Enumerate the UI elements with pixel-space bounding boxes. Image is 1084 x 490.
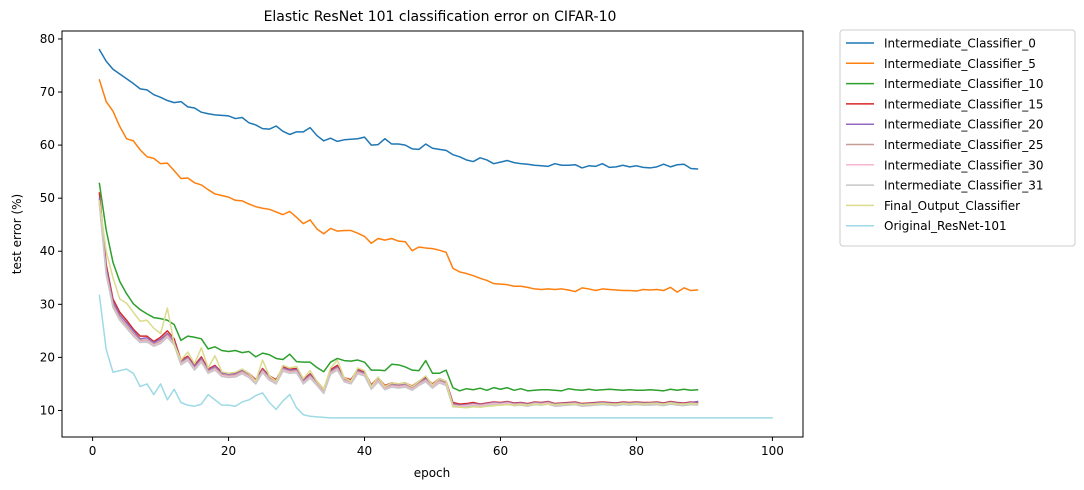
series-line-5 [98,200,699,407]
y-tick-label: 30 [40,297,55,311]
x-axis: 0 20 40 60 80 100 [89,437,784,458]
x-tick-label: 40 [357,444,372,458]
legend-label-7: Intermediate_Classifier_31 [884,179,1043,193]
y-axis-label: test error (%) [10,194,24,275]
y-tick-label: 60 [40,138,55,152]
legend-label-8: Final_Output_Classifier [884,199,1020,213]
plot-series [98,48,774,419]
y-tick-label: 10 [40,403,55,417]
y-tick-label: 20 [40,350,55,364]
series-line-8 [98,200,699,409]
series-line-9 [98,294,774,419]
series-line-2 [98,182,699,392]
legend-label-4: Intermediate_Classifier_20 [884,118,1043,132]
series-line-0 [98,48,699,170]
legend-label-3: Intermediate_Classifier_15 [884,97,1043,111]
y-tick-label: 80 [40,32,55,46]
y-tick-label: 70 [40,85,55,99]
y-axis: 10 20 30 40 50 60 70 80 [40,32,62,417]
chart-title: Elastic ResNet 101 classification error … [264,9,617,25]
y-tick-label: 40 [40,244,55,258]
legend-frame [839,29,1076,247]
series-line-1 [98,79,699,293]
series-line-7 [98,203,699,409]
x-tick-label: 100 [761,444,784,458]
y-tick-label: 50 [40,191,55,205]
legend-label-0: Intermediate_Classifier_0 [884,37,1036,51]
plot-frame [61,30,804,438]
series-line-3 [98,192,699,405]
x-axis-label: epoch [414,466,451,480]
legend-label-5: Intermediate_Classifier_25 [884,138,1043,152]
legend: Intermediate_Classifier_0 Intermediate_Cl… [839,29,1076,247]
series-line-4 [98,197,699,406]
legend-label-1: Intermediate_Classifier_5 [884,57,1036,71]
x-tick-label: 0 [89,444,97,458]
legend-entries: Intermediate_Classifier_0 Intermediate_Cl… [846,37,1043,233]
x-tick-label: 80 [629,444,644,458]
x-tick-label: 20 [221,444,236,458]
series-line-6 [98,202,699,407]
x-tick-label: 60 [493,444,508,458]
legend-label-2: Intermediate_Classifier_10 [884,77,1043,91]
legend-label-6: Intermediate_Classifier_30 [884,158,1043,172]
legend-label-9: Original_ResNet-101 [884,219,1007,233]
